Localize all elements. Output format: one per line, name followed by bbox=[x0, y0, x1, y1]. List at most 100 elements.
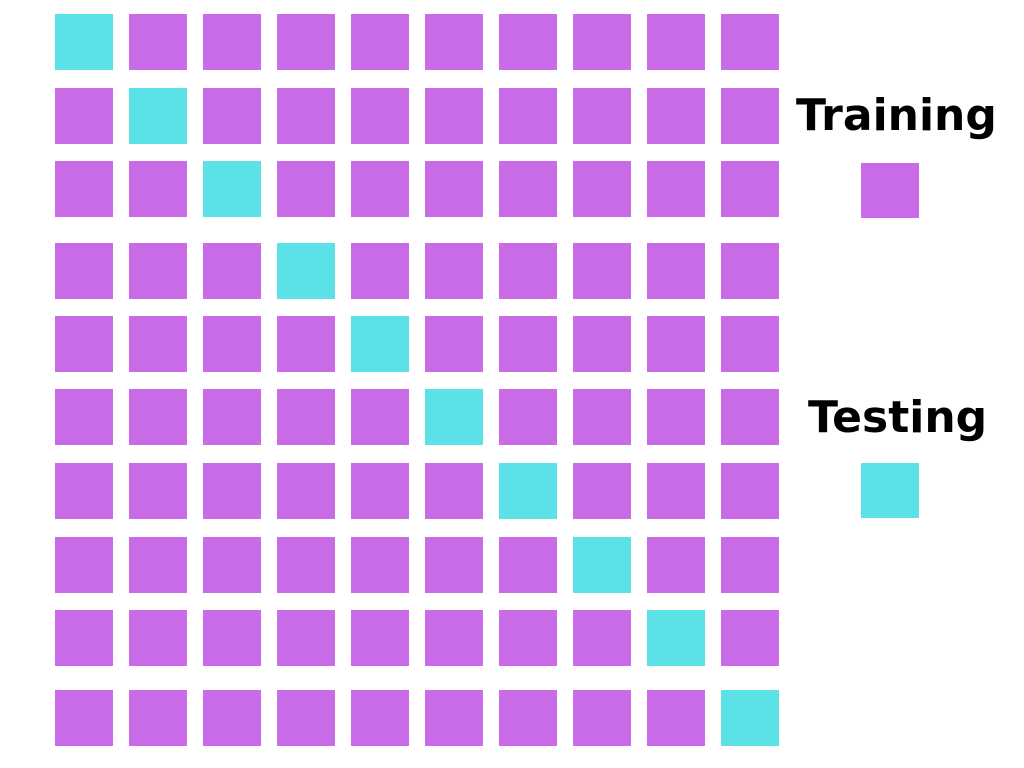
grid-cell-testing-r6-c6 bbox=[425, 389, 483, 445]
grid-cell-training-r5-c3 bbox=[203, 316, 261, 372]
grid-cell-training-r5-c6 bbox=[425, 316, 483, 372]
grid-cell-training-r10-c8 bbox=[573, 690, 631, 746]
grid-cell-training-r5-c10 bbox=[721, 316, 779, 372]
grid-cell-training-r6-c7 bbox=[499, 389, 557, 445]
grid-cell-training-r1-c4 bbox=[277, 14, 335, 70]
grid-cell-training-r7-c9 bbox=[647, 463, 705, 519]
grid-cell-training-r1-c7 bbox=[499, 14, 557, 70]
grid-cell-training-r3-c10 bbox=[721, 161, 779, 217]
grid-cell-training-r2-c4 bbox=[277, 88, 335, 144]
grid-cell-training-r5-c7 bbox=[499, 316, 557, 372]
grid-cell-training-r4-c10 bbox=[721, 243, 779, 299]
grid-cell-training-r4-c8 bbox=[573, 243, 631, 299]
grid-cell-training-r8-c3 bbox=[203, 537, 261, 593]
grid-cell-training-r7-c4 bbox=[277, 463, 335, 519]
grid-cell-training-r10-c3 bbox=[203, 690, 261, 746]
grid-cell-training-r9-c4 bbox=[277, 610, 335, 666]
grid-cell-training-r3-c5 bbox=[351, 161, 409, 217]
grid-cell-training-r5-c4 bbox=[277, 316, 335, 372]
grid-cell-training-r3-c4 bbox=[277, 161, 335, 217]
grid-cell-training-r2-c3 bbox=[203, 88, 261, 144]
grid-cell-training-r2-c9 bbox=[647, 88, 705, 144]
grid-cell-training-r3-c1 bbox=[55, 161, 113, 217]
grid-cell-training-r6-c10 bbox=[721, 389, 779, 445]
grid-cell-training-r9-c10 bbox=[721, 610, 779, 666]
grid-cell-training-r1-c10 bbox=[721, 14, 779, 70]
grid-cell-testing-r2-c2 bbox=[129, 88, 187, 144]
grid-cell-training-r8-c5 bbox=[351, 537, 409, 593]
grid-cell-training-r3-c2 bbox=[129, 161, 187, 217]
grid-cell-training-r7-c5 bbox=[351, 463, 409, 519]
grid-cell-training-r9-c3 bbox=[203, 610, 261, 666]
grid-cell-training-r4-c3 bbox=[203, 243, 261, 299]
grid-cell-training-r2-c6 bbox=[425, 88, 483, 144]
grid-cell-training-r8-c10 bbox=[721, 537, 779, 593]
grid-cell-training-r3-c8 bbox=[573, 161, 631, 217]
legend-testing-swatch bbox=[861, 463, 919, 518]
grid-cell-training-r9-c2 bbox=[129, 610, 187, 666]
grid-cell-training-r4-c7 bbox=[499, 243, 557, 299]
grid-cell-training-r9-c6 bbox=[425, 610, 483, 666]
grid-cell-testing-r5-c5 bbox=[351, 316, 409, 372]
grid-cell-training-r1-c9 bbox=[647, 14, 705, 70]
grid-cell-training-r1-c3 bbox=[203, 14, 261, 70]
grid-cell-training-r5-c1 bbox=[55, 316, 113, 372]
cross-validation-grid bbox=[55, 14, 779, 746]
legend-testing-label: Testing bbox=[808, 392, 988, 443]
grid-cell-training-r6-c4 bbox=[277, 389, 335, 445]
grid-cell-training-r2-c8 bbox=[573, 88, 631, 144]
grid-cell-training-r10-c9 bbox=[647, 690, 705, 746]
grid-cell-training-r10-c1 bbox=[55, 690, 113, 746]
grid-cell-testing-r3-c3 bbox=[203, 161, 261, 217]
grid-cell-training-r1-c8 bbox=[573, 14, 631, 70]
grid-cell-training-r10-c5 bbox=[351, 690, 409, 746]
grid-cell-training-r10-c7 bbox=[499, 690, 557, 746]
grid-cell-training-r10-c2 bbox=[129, 690, 187, 746]
grid-cell-training-r7-c8 bbox=[573, 463, 631, 519]
grid-cell-training-r9-c1 bbox=[55, 610, 113, 666]
grid-cell-training-r2-c10 bbox=[721, 88, 779, 144]
grid-cell-testing-r1-c1 bbox=[55, 14, 113, 70]
grid-cell-testing-r10-c10 bbox=[721, 690, 779, 746]
grid-cell-training-r4-c6 bbox=[425, 243, 483, 299]
grid-cell-training-r9-c5 bbox=[351, 610, 409, 666]
grid-cell-training-r7-c6 bbox=[425, 463, 483, 519]
grid-cell-training-r6-c1 bbox=[55, 389, 113, 445]
grid-cell-training-r6-c2 bbox=[129, 389, 187, 445]
grid-cell-training-r6-c8 bbox=[573, 389, 631, 445]
grid-cell-training-r5-c9 bbox=[647, 316, 705, 372]
grid-cell-training-r10-c6 bbox=[425, 690, 483, 746]
grid-cell-training-r8-c4 bbox=[277, 537, 335, 593]
grid-cell-testing-r9-c9 bbox=[647, 610, 705, 666]
grid-cell-training-r1-c6 bbox=[425, 14, 483, 70]
legend-training-swatch bbox=[861, 163, 919, 218]
grid-cell-training-r8-c6 bbox=[425, 537, 483, 593]
grid-cell-testing-r4-c4 bbox=[277, 243, 335, 299]
grid-cell-training-r6-c3 bbox=[203, 389, 261, 445]
grid-cell-training-r5-c2 bbox=[129, 316, 187, 372]
grid-cell-training-r2-c7 bbox=[499, 88, 557, 144]
grid-cell-training-r1-c5 bbox=[351, 14, 409, 70]
grid-cell-training-r1-c2 bbox=[129, 14, 187, 70]
grid-cell-training-r7-c2 bbox=[129, 463, 187, 519]
grid-cell-training-r6-c5 bbox=[351, 389, 409, 445]
grid-cell-training-r6-c9 bbox=[647, 389, 705, 445]
grid-cell-training-r7-c3 bbox=[203, 463, 261, 519]
grid-cell-training-r10-c4 bbox=[277, 690, 335, 746]
grid-cell-training-r5-c8 bbox=[573, 316, 631, 372]
grid-cell-training-r4-c9 bbox=[647, 243, 705, 299]
legend-training-label: Training bbox=[796, 90, 997, 141]
grid-cell-training-r8-c1 bbox=[55, 537, 113, 593]
grid-cell-training-r4-c1 bbox=[55, 243, 113, 299]
grid-cell-training-r2-c5 bbox=[351, 88, 409, 144]
grid-cell-training-r3-c9 bbox=[647, 161, 705, 217]
grid-cell-training-r8-c7 bbox=[499, 537, 557, 593]
grid-cell-training-r9-c8 bbox=[573, 610, 631, 666]
grid-cell-testing-r8-c8 bbox=[573, 537, 631, 593]
grid-cell-training-r7-c1 bbox=[55, 463, 113, 519]
grid-cell-training-r8-c9 bbox=[647, 537, 705, 593]
grid-cell-training-r9-c7 bbox=[499, 610, 557, 666]
grid-cell-training-r4-c5 bbox=[351, 243, 409, 299]
grid-cell-training-r8-c2 bbox=[129, 537, 187, 593]
grid-cell-training-r7-c10 bbox=[721, 463, 779, 519]
